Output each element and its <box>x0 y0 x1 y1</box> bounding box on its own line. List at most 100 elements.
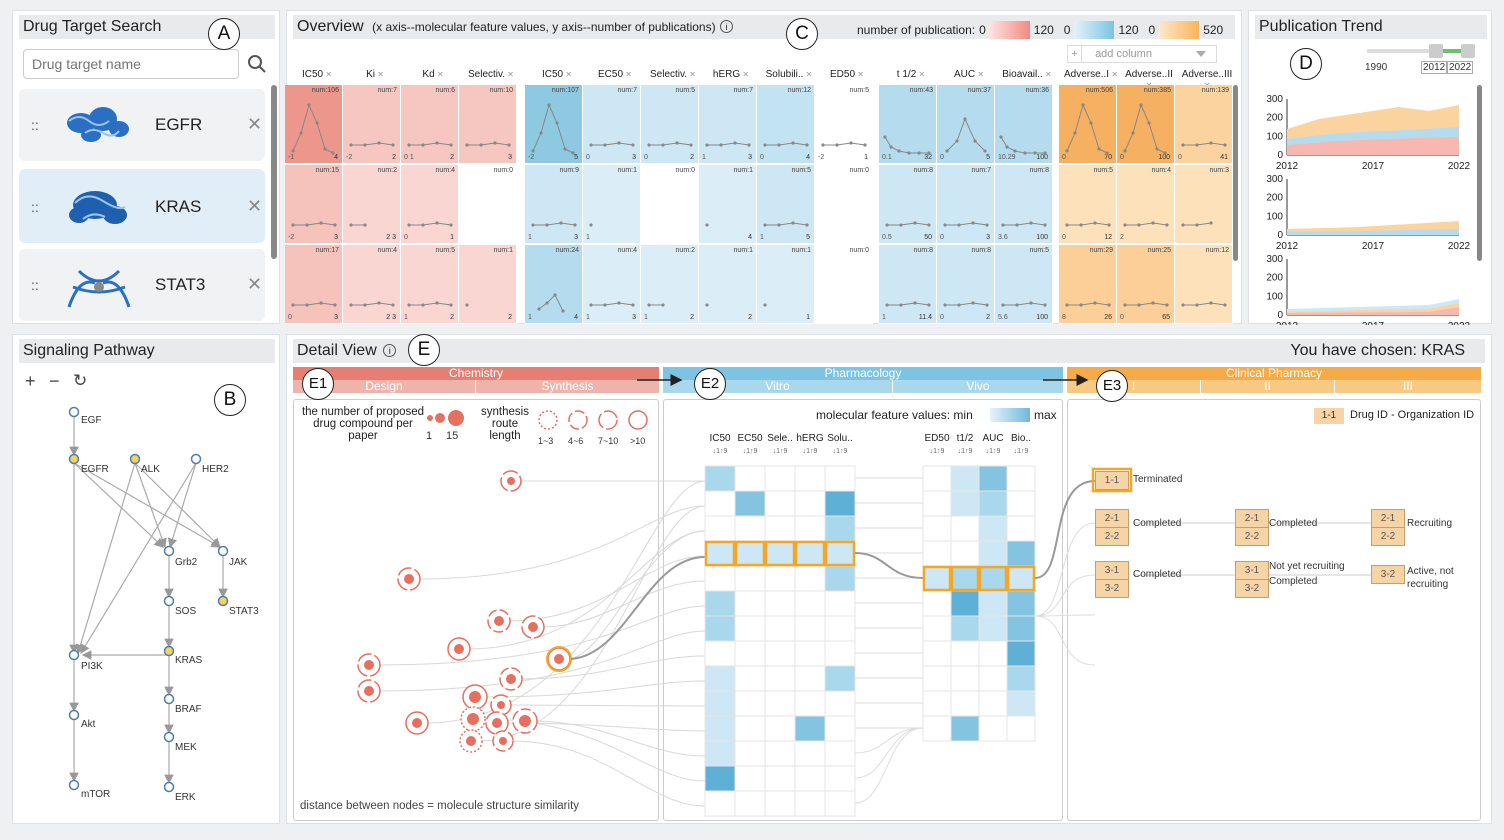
heatmap-cell[interactable] <box>734 490 766 517</box>
overview-cell[interactable]: num:4 2 3 <box>343 245 401 324</box>
overview-cell[interactable]: num:1 1 <box>583 165 641 244</box>
column-header[interactable]: Selectiv. ✕ <box>645 69 701 80</box>
overview-cell[interactable]: num:1 2 <box>459 245 517 324</box>
heatmap-cell[interactable] <box>824 465 856 492</box>
heatmap-cell[interactable] <box>950 690 980 717</box>
reset-view-button[interactable]: ↻ <box>73 371 88 390</box>
column-header[interactable]: IC50 ✕ <box>529 69 585 80</box>
heatmap-cell[interactable] <box>824 565 856 592</box>
info-icon[interactable]: i <box>720 20 734 34</box>
heatmap-cell[interactable] <box>704 615 736 642</box>
heatmap-cell[interactable] <box>794 765 826 792</box>
heatmap-cell[interactable] <box>950 565 980 592</box>
heatmap-cell[interactable] <box>1006 640 1036 667</box>
heatmap-cell[interactable] <box>922 490 952 517</box>
zoom-in-button[interactable]: + <box>25 371 36 391</box>
heatmap-cell[interactable] <box>704 665 736 692</box>
remove-column-icon[interactable]: ✕ <box>563 70 573 79</box>
heatmap-cell[interactable] <box>704 740 736 767</box>
heatmap-cell[interactable] <box>794 715 826 742</box>
molecule-node[interactable] <box>487 609 511 633</box>
heatmap-cell[interactable] <box>764 640 796 667</box>
heatmap-cell[interactable] <box>704 565 736 592</box>
heatmap-cell[interactable] <box>978 715 1008 742</box>
molecule-node[interactable] <box>499 667 523 691</box>
overview-cell[interactable]: num:1 4 <box>699 165 757 244</box>
heatmap-cell[interactable] <box>794 690 826 717</box>
column-header[interactable]: EC50 ✕ <box>587 69 643 80</box>
overview-cell[interactable]: num:385 0 100 <box>1117 85 1175 164</box>
molecule-node[interactable] <box>492 730 514 752</box>
heatmap-cell[interactable] <box>824 740 856 767</box>
overview-cell[interactable]: num:3 <box>1175 165 1233 244</box>
heatmap-cell[interactable] <box>734 640 766 667</box>
overview-cell[interactable]: num:8 3.6 100 <box>995 165 1053 244</box>
heatmap-cell[interactable] <box>978 665 1008 692</box>
heatmap-cell[interactable] <box>922 690 952 717</box>
overview-cell[interactable]: num:0 <box>815 245 873 324</box>
overview-cell[interactable]: num:139 0 41 <box>1175 85 1233 164</box>
heatmap-cell[interactable] <box>978 465 1008 492</box>
overview-cell[interactable]: num:0 <box>459 165 517 244</box>
heatmap-cell[interactable] <box>824 790 856 817</box>
overview-cell[interactable]: num:107 -2 5 <box>525 85 583 164</box>
overview-cell[interactable]: num:506 0 70 <box>1059 85 1117 164</box>
remove-column-icon[interactable]: ✕ <box>374 70 384 79</box>
heatmap-cell[interactable] <box>764 465 796 492</box>
overview-cell[interactable]: num:15 -2 3 <box>285 165 343 244</box>
heatmap-cell[interactable] <box>824 765 856 792</box>
heatmap-cell[interactable] <box>794 790 826 817</box>
heatmap-cell[interactable] <box>922 515 952 542</box>
heatmap-cell[interactable] <box>734 515 766 542</box>
remove-column-icon[interactable]: ✕ <box>975 70 985 79</box>
overview-cell[interactable]: num:9 1 3 <box>525 165 583 244</box>
band-chemistry[interactable]: Chemistry Design Synthesis <box>293 367 659 393</box>
molecule-node[interactable] <box>485 711 509 735</box>
target-item-stat3[interactable]: :: STAT3 ✕ <box>19 249 265 321</box>
heatmap-cell[interactable] <box>764 515 796 542</box>
overview-cell[interactable]: num:8 1 11.4 <box>879 245 937 324</box>
heatmap-cell[interactable] <box>764 715 796 742</box>
heatmap-cell[interactable] <box>704 540 736 567</box>
heatmap-cell[interactable] <box>978 590 1008 617</box>
heatmap-cell[interactable] <box>824 715 856 742</box>
heatmap-cell[interactable] <box>950 640 980 667</box>
remove-target-icon[interactable]: ✕ <box>247 274 263 294</box>
remove-column-icon[interactable]: ✕ <box>1042 70 1052 79</box>
overview-cell[interactable]: num:2 1 2 <box>641 245 699 324</box>
overview-cell[interactable]: num:37 0 5 <box>937 85 995 164</box>
heatmap-cell[interactable] <box>1006 565 1036 592</box>
selected-row-highlight[interactable] <box>1006 565 1036 592</box>
overview-cell[interactable]: num:5 5.6 100 <box>995 245 1053 324</box>
molecule-node[interactable] <box>547 647 571 671</box>
heatmap-cell[interactable] <box>794 540 826 567</box>
trial-1-1[interactable]: 1-1 <box>1095 471 1129 490</box>
remove-column-icon[interactable]: ✕ <box>803 70 813 79</box>
sub-vivo[interactable]: Vivo <box>966 379 990 393</box>
molecule-node[interactable] <box>397 567 421 591</box>
heatmap-cell[interactable] <box>794 615 826 642</box>
sub-vitro[interactable]: Vitro <box>663 380 893 393</box>
overview-cell[interactable]: num:5 1 2 <box>401 245 459 324</box>
heatmap-cell[interactable] <box>824 640 856 667</box>
selected-row-highlight[interactable] <box>922 565 952 592</box>
heatmap-cell[interactable] <box>978 540 1008 567</box>
heatmap-cell[interactable] <box>734 740 766 767</box>
sort-toggle[interactable]: ↓1↑9 <box>803 448 818 455</box>
drag-handle-icon[interactable]: :: <box>31 199 39 215</box>
heatmap-cell[interactable] <box>734 615 766 642</box>
heatmap-cell[interactable] <box>1006 715 1036 742</box>
overview-cell[interactable]: num:7 0 3 <box>583 85 641 164</box>
overview-cell[interactable]: num:1 1 <box>757 245 815 324</box>
overview-cell[interactable]: num:0 <box>815 165 873 244</box>
overview-cell[interactable]: num:5 1 5 <box>757 165 815 244</box>
overview-cell[interactable]: num:25 0 65 <box>1117 245 1175 324</box>
list-scrollbar[interactable] <box>271 85 277 259</box>
remove-column-icon[interactable]: ✕ <box>740 70 750 79</box>
remove-column-icon[interactable]: ✕ <box>916 70 926 79</box>
heatmap-cell[interactable] <box>824 490 856 517</box>
heatmap-cell[interactable] <box>764 590 796 617</box>
selected-row-highlight[interactable] <box>824 540 856 567</box>
trial-3-phase2[interactable]: 3-1 3-2 <box>1235 561 1269 598</box>
sort-toggle[interactable]: ↓1↑9 <box>930 448 945 455</box>
